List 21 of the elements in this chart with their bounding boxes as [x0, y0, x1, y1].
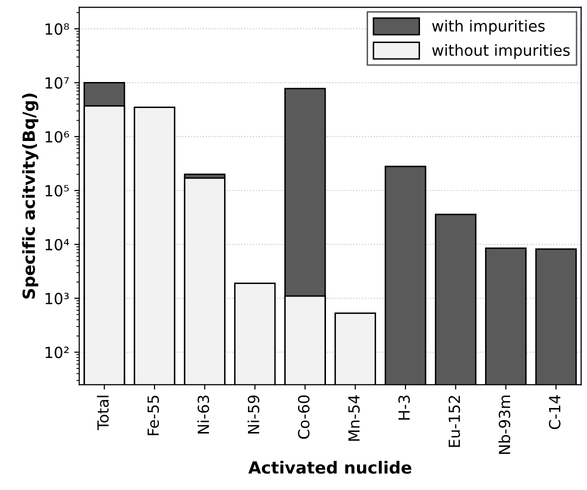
legend-label: with impurities	[432, 20, 545, 35]
legend-label: without impurities	[432, 44, 570, 59]
y-axis-title: Specific acitvity(Bq/g)	[22, 94, 38, 299]
y-tick-label: 10⁶	[46, 131, 70, 143]
x-tick-label: H-3	[398, 396, 410, 420]
x-tick-label: Eu-152	[448, 396, 460, 447]
y-tick-label: 10⁴	[46, 238, 70, 250]
x-tick-label: C-14	[548, 395, 560, 430]
x-axis-title: Activated nuclide	[248, 460, 412, 474]
x-tick-label: Fe-55	[148, 396, 159, 436]
x-tick-label: Ni-63	[197, 396, 210, 434]
y-tick-label: 10⁵	[46, 184, 69, 197]
x-tick-label: Ni-59	[248, 395, 260, 434]
y-tick-label: 10²	[46, 346, 69, 358]
x-tick-label: Co-60	[298, 395, 310, 439]
x-tick-label: Total	[96, 396, 109, 430]
x-tick-label: Mn-54	[348, 395, 360, 441]
x-tick-label: Nb-93m	[498, 396, 510, 454]
y-tick-label: 10³	[46, 292, 69, 304]
y-tick-label: 10⁸	[46, 23, 69, 35]
y-tick-label: 10⁷	[46, 77, 69, 89]
